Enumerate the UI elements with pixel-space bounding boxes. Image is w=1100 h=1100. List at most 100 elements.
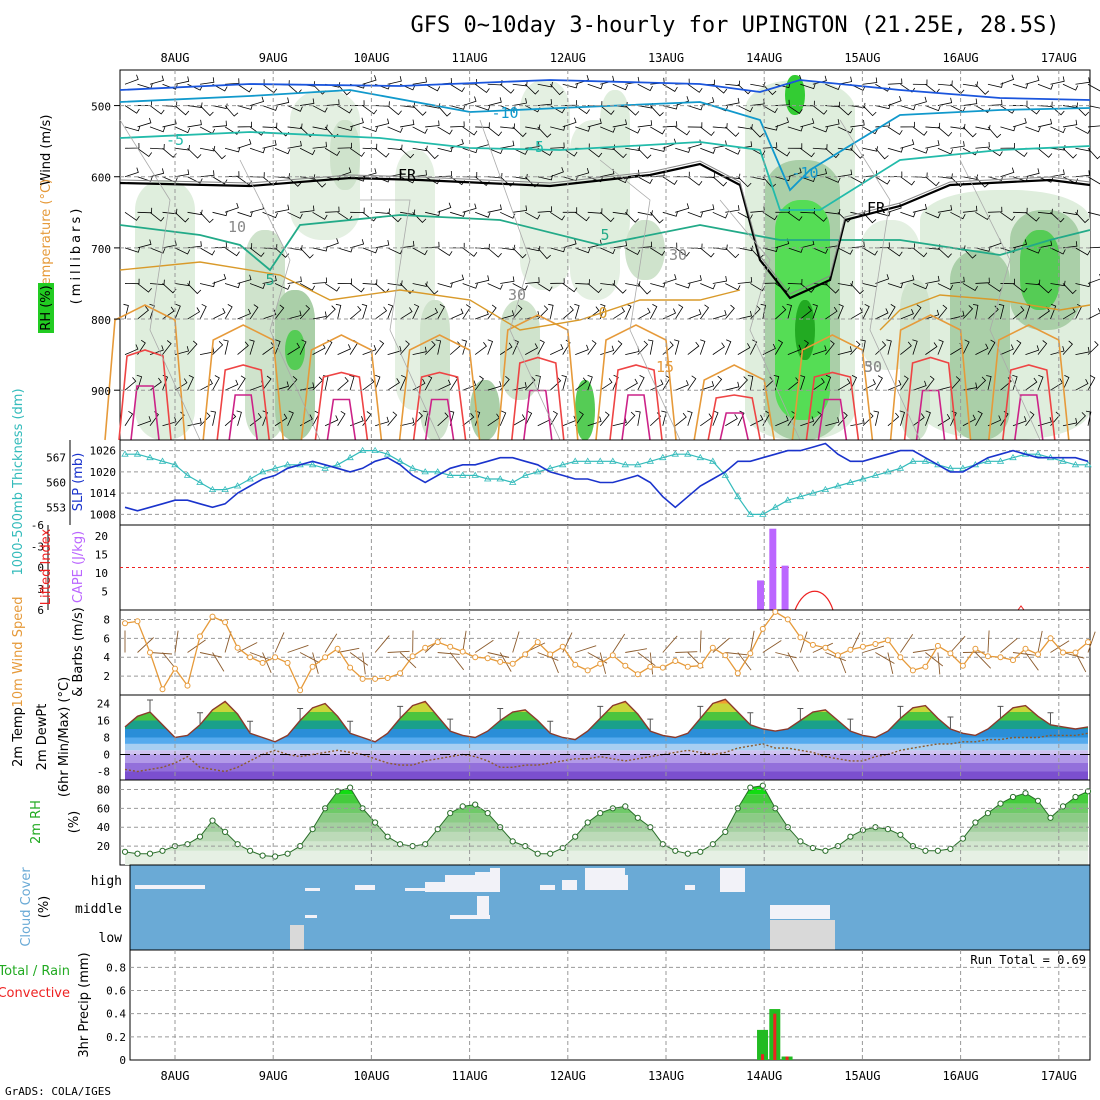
wind-barb [875, 103, 891, 110]
wind-barb [812, 212, 828, 222]
thickness-tick-label: 567 [46, 452, 66, 465]
wind-barb [624, 105, 640, 116]
wind-barb [975, 277, 990, 284]
wind-barb [550, 278, 565, 284]
wind-barb [387, 378, 400, 391]
wind-barb [187, 417, 202, 427]
wind-barb-10m [537, 652, 559, 661]
wind-barb [299, 147, 316, 156]
rh-legend-swatch [38, 283, 54, 333]
wind-barb [299, 414, 313, 427]
chart-title: GFS 0~10day 3-hourly for UPINGTON (21.25… [410, 13, 1059, 38]
wind-barb [475, 309, 489, 320]
thickness-marker [533, 468, 542, 475]
thickness-marker [233, 482, 242, 489]
wind-barb [524, 410, 533, 426]
wind-barb [174, 411, 185, 427]
rh-point [572, 833, 579, 840]
wind-barb [362, 143, 378, 150]
temp-dewpt-axis: 24 16 8 0 -8 [97, 698, 111, 779]
wind-barb [237, 341, 249, 355]
wind-speed-point [1010, 657, 1016, 664]
wind-barb [262, 105, 278, 111]
rh-color-band [125, 831, 1088, 842]
thickness-marker [271, 464, 279, 471]
wind-barb [925, 176, 940, 187]
wind-barb [887, 282, 904, 289]
wind-barb [387, 247, 403, 255]
wind-barb [1050, 247, 1066, 255]
bottom-date-axis: 8AUG 9AUG 10AUG 11AUG 12AUG 13AUG 14AUG 15AUG 16… [161, 1069, 1077, 1083]
rh-point [472, 801, 479, 808]
wind-barb [725, 283, 741, 291]
thickness-marker [759, 510, 767, 517]
wind-barb [612, 147, 627, 159]
wind-barb [912, 247, 928, 258]
contour-label: -10 [491, 104, 518, 122]
wind-barb [350, 207, 365, 214]
wind-speed-point [959, 662, 966, 669]
wind-barb [987, 206, 1003, 213]
wind-barb [787, 126, 804, 132]
wind-barb [124, 125, 141, 132]
wind-barb [300, 174, 316, 180]
wind10m-frame [119, 609, 1091, 696]
thickness-marker [483, 475, 492, 482]
wind-barb-10m [1062, 652, 1085, 659]
wind-barb [887, 147, 904, 153]
isotherm-hottest [130, 385, 160, 441]
mid-cloud-block [770, 913, 830, 919]
wind-barb [649, 304, 658, 320]
wind-barb [624, 303, 632, 320]
wind-barb [837, 303, 844, 320]
wind-barb [274, 147, 291, 155]
wind-barb [1012, 117, 1027, 128]
rh-point [422, 841, 429, 848]
wind-barb [462, 304, 471, 320]
wind-barb [1025, 345, 1040, 355]
rh-point [247, 847, 254, 854]
wind-barb [124, 247, 141, 253]
rh-point [1022, 790, 1029, 797]
wind-barb [524, 83, 540, 95]
wind-barb [362, 105, 378, 115]
wind-barb [274, 304, 285, 320]
wind-barb [799, 375, 806, 391]
wind-barb [474, 83, 490, 94]
wind-barb [475, 122, 490, 128]
mid-cloud-block [477, 896, 489, 919]
wind-barb [825, 83, 841, 91]
wind-barb [399, 307, 413, 320]
wind-barb [349, 283, 365, 293]
wind-barb [224, 202, 239, 213]
wind-barb [937, 247, 952, 258]
wind-speed-point [534, 639, 541, 646]
thickness-marker [158, 457, 167, 464]
wind-barb [850, 340, 861, 355]
wind-barb [212, 210, 228, 217]
wind-speed-point [934, 642, 941, 649]
wind-barb [212, 242, 227, 249]
wind-speed-point [872, 641, 879, 647]
wind-barb [487, 283, 503, 290]
wind-barb [875, 375, 883, 391]
wind-barb [475, 211, 491, 218]
cape-bar [781, 565, 789, 610]
wind-barb [700, 97, 715, 106]
wind-barb [837, 346, 852, 356]
wind-barb [675, 283, 691, 289]
wind-barb [625, 126, 641, 134]
thickness-marker [621, 461, 630, 468]
wind-barb [124, 211, 140, 221]
wind-barb [274, 381, 289, 391]
wind-barb [675, 412, 687, 427]
wind-barb [612, 374, 619, 391]
wind-barb [850, 418, 865, 427]
wind-barb [237, 138, 252, 149]
wind-speed-point [422, 644, 429, 651]
wind-barb [625, 378, 638, 391]
wind-barb [850, 375, 858, 391]
wind-barb [487, 126, 503, 137]
wind-barb [875, 242, 890, 249]
wind-barb-10m [625, 648, 647, 653]
